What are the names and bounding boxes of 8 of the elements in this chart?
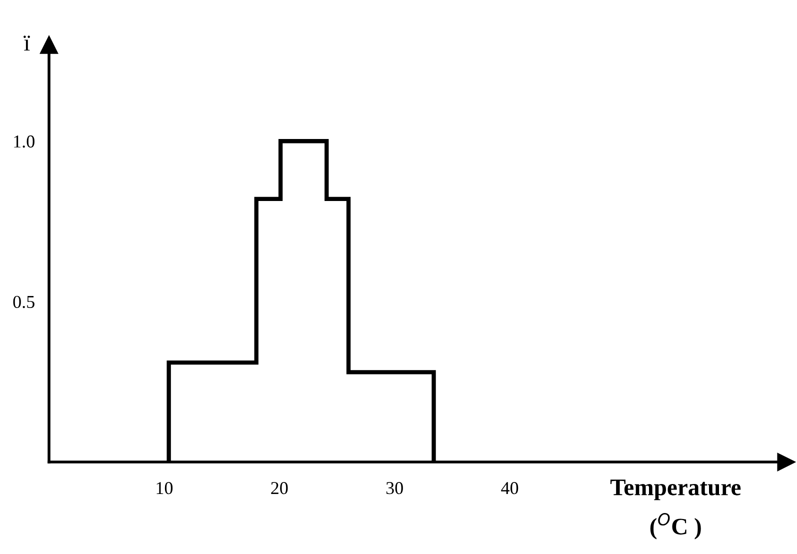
x-tick-label: 40 <box>501 482 518 494</box>
y-tick-label: 1.0 <box>14 135 34 148</box>
x-axis-title: Temperature ($^{O}$C ) <box>610 480 741 540</box>
y-axis-title: ï <box>24 36 30 51</box>
y-tick-label: 0.5 <box>13 296 34 308</box>
x-tick-label: 10 <box>156 482 173 494</box>
x-tick-label: 30 <box>386 482 403 494</box>
x-tick-label: 20 <box>271 482 288 494</box>
